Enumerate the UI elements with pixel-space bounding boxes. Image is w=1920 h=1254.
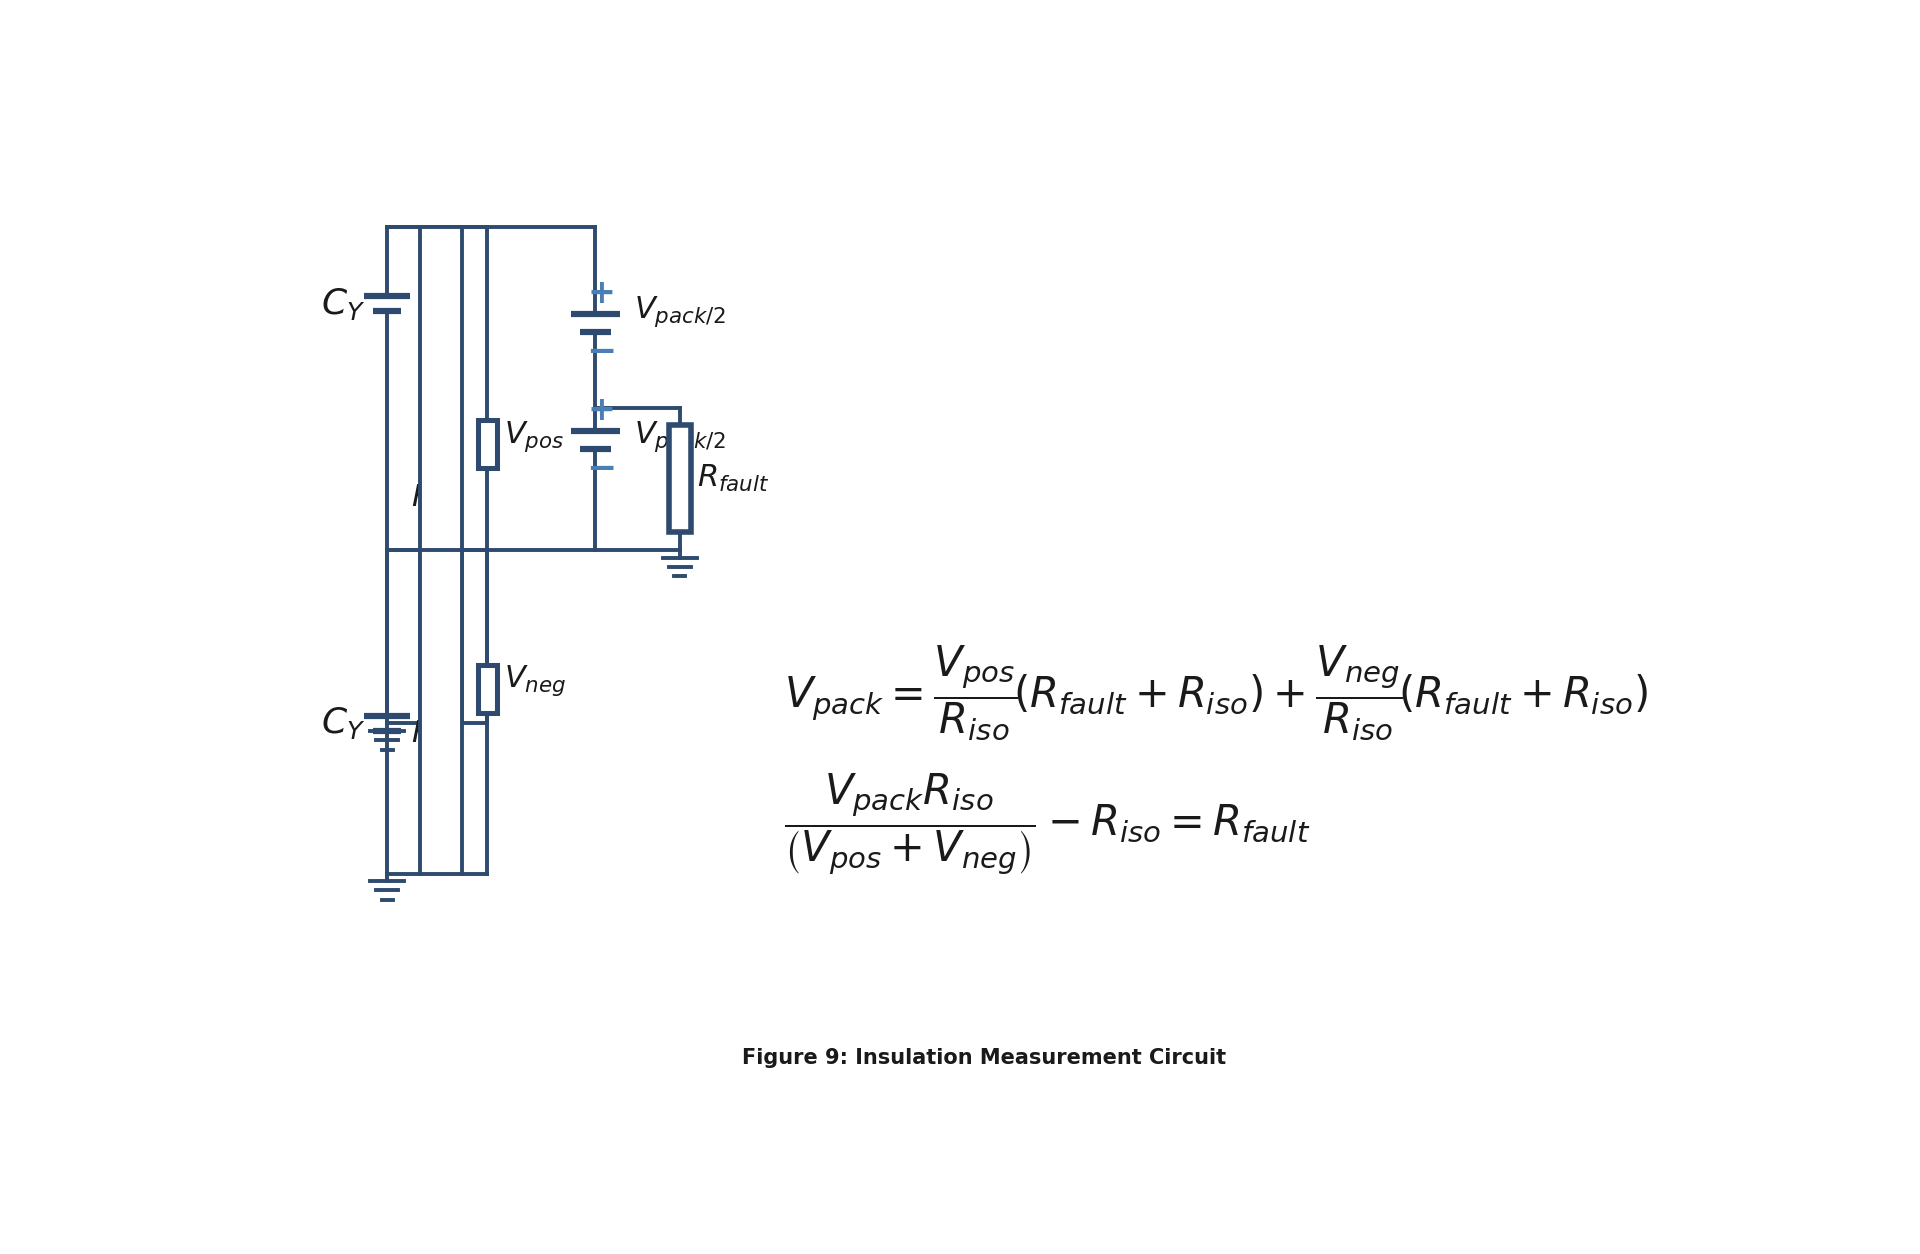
Text: $V_{pos}$: $V_{pos}$ bbox=[505, 419, 564, 454]
Bar bbox=[668, 425, 691, 532]
Text: $V_{pack} = \dfrac{V_{pos}}{R_{iso}}\!\left(R_{fault} + R_{iso}\right) + \dfrac{: $V_{pack} = \dfrac{V_{pos}}{R_{iso}}\!\l… bbox=[783, 643, 1647, 742]
Bar bbox=[478, 420, 497, 468]
Text: +: + bbox=[588, 277, 614, 310]
Text: −: − bbox=[586, 335, 616, 369]
Bar bbox=[420, 227, 463, 724]
Text: $V_{neg}$: $V_{neg}$ bbox=[505, 663, 566, 698]
Text: $C_Y$: $C_Y$ bbox=[321, 705, 365, 741]
Text: $R_{fault}$: $R_{fault}$ bbox=[697, 463, 770, 494]
Text: $\dfrac{V_{pack}R_{iso}}{\left(V_{pos} + V_{neg}\right)} - R_{iso} = R_{fault}$: $\dfrac{V_{pack}R_{iso}}{\left(V_{pos} +… bbox=[783, 771, 1309, 875]
Text: $C_Y$: $C_Y$ bbox=[321, 286, 365, 322]
Bar bbox=[420, 551, 463, 874]
Text: $V_{pack/2}$: $V_{pack/2}$ bbox=[634, 419, 726, 454]
Bar bbox=[478, 665, 497, 712]
Text: $R_{iso}$: $R_{iso}$ bbox=[411, 483, 463, 514]
Text: −: − bbox=[586, 453, 616, 487]
Text: $R_{iso}$: $R_{iso}$ bbox=[411, 720, 463, 750]
Text: Figure 9: Insulation Measurement Circuit: Figure 9: Insulation Measurement Circuit bbox=[741, 1048, 1227, 1068]
Text: $V_{pack/2}$: $V_{pack/2}$ bbox=[634, 293, 726, 329]
Text: +: + bbox=[588, 394, 614, 428]
